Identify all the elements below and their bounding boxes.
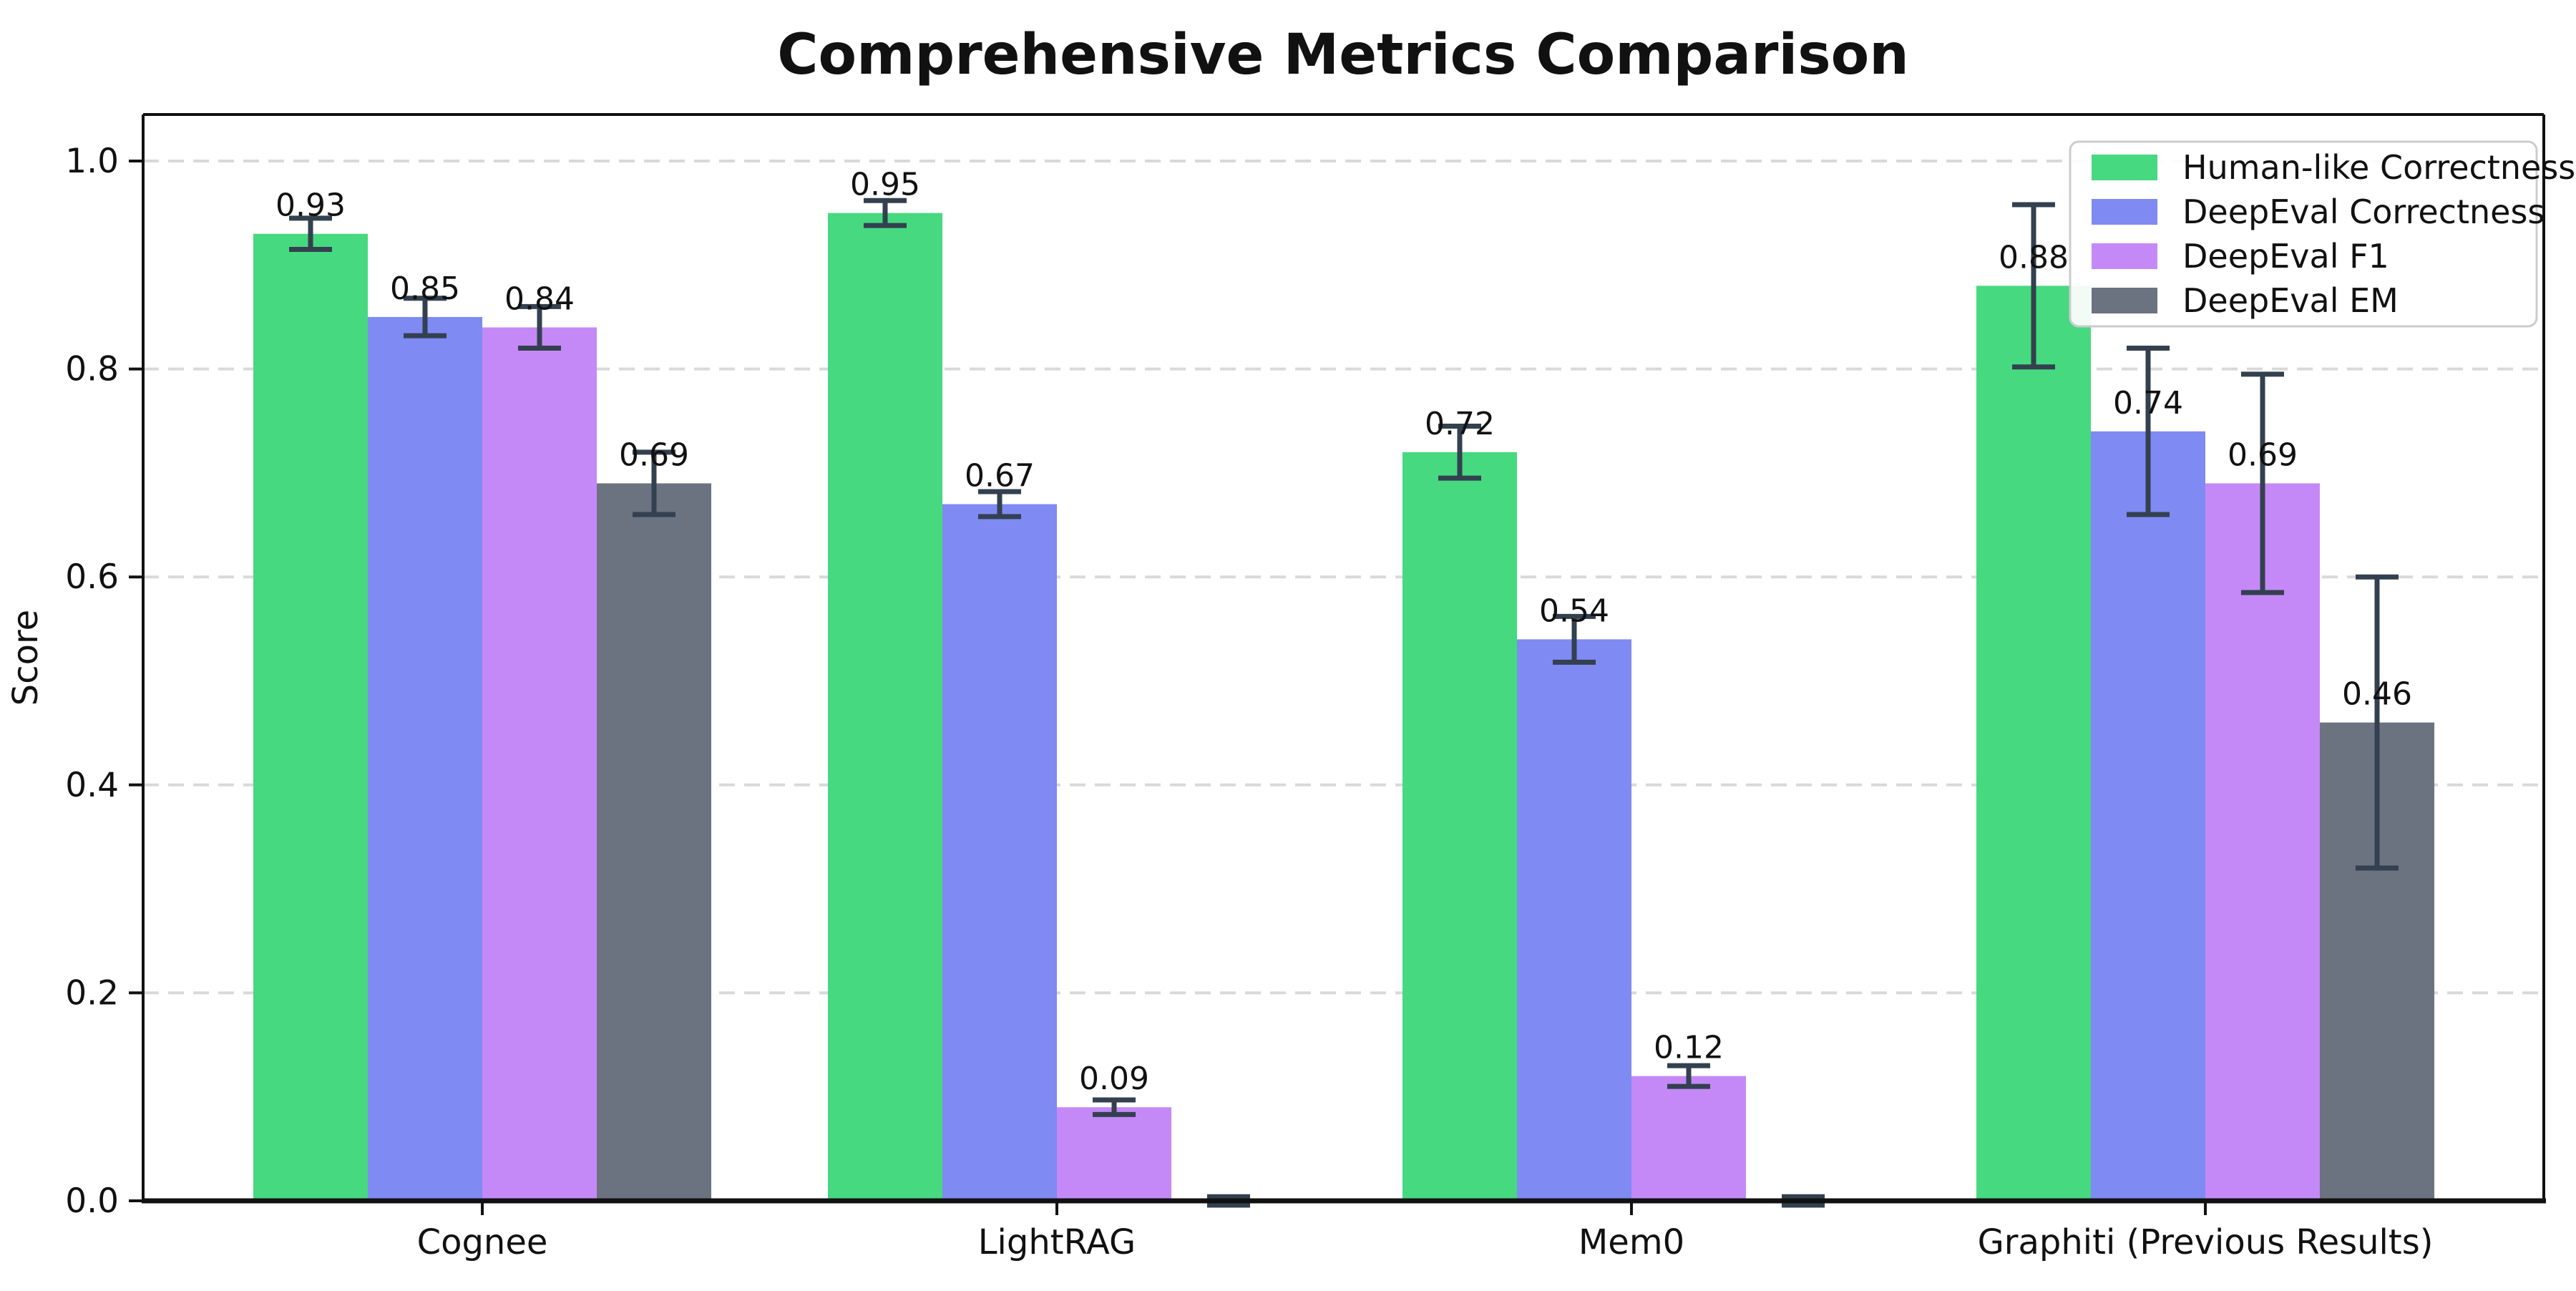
bar-value-label: 0.85 [390, 271, 460, 307]
bar-value-label: 0.88 [1999, 239, 2069, 276]
bar-value-label: 0.74 [2113, 385, 2183, 422]
legend-label: Human-like Correctness [2182, 148, 2575, 187]
legend-box [2069, 140, 2538, 328]
bar-value-label: 0.84 [504, 281, 575, 317]
legend-layer: Human-like Correctness DeepEval Correctne… [2069, 140, 2575, 328]
bar-value-label: 0.69 [2228, 437, 2298, 473]
bar-value-label: 0.93 [275, 187, 346, 224]
legend-label: DeepEval F1 [2182, 237, 2389, 276]
legend-label: DeepEval Correctness [2182, 193, 2545, 231]
bar-graphiti-s1 [2091, 431, 2205, 1201]
bar-cognee-s3 [597, 483, 711, 1201]
bar-value-label: 0.95 [850, 167, 920, 203]
y-tick-label: 0.0 [65, 1182, 119, 1221]
legend-swatch [2092, 199, 2157, 225]
bar-value-label: 0.09 [1079, 1061, 1149, 1097]
y-tick-label: 0.6 [65, 557, 119, 597]
bar-mem0-s2 [1631, 1076, 1746, 1201]
bar-cognee-s2 [482, 327, 597, 1202]
legend-swatch [2092, 288, 2157, 313]
y-tick-label: 0.4 [65, 766, 119, 805]
x-tick-label: Cognee [417, 1222, 548, 1262]
bar-value-label: 0.69 [619, 437, 689, 473]
bar-mem0-s0 [1402, 452, 1517, 1201]
y-tick-label: 1.0 [65, 142, 119, 181]
bar-lightrag-s2 [1057, 1107, 1171, 1201]
bar-graphiti-s2 [2205, 483, 2320, 1201]
bar-lightrag-s1 [942, 504, 1057, 1201]
chart-title: Comprehensive Metrics Comparison [777, 23, 1908, 87]
bar-cognee-s1 [368, 316, 482, 1202]
bar-value-label: 0.72 [1425, 406, 1495, 442]
legend-swatch [2092, 243, 2157, 269]
bar-value-label: 0.67 [965, 457, 1035, 494]
axes-layer: 0.0 0.2 0.4 0.6 0.8 1.0 Cognee LightRAG Mem0 Grap… [65, 113, 2546, 1262]
legend-label: DeepEval EM [2182, 281, 2399, 320]
error-bars-layer: 0.93 0.95 0.72 0.88 0.85 0.67 0.54 0.74 0.84 0.09… [275, 167, 2412, 1208]
bar-cognee-s0 [253, 233, 368, 1202]
x-tick-label: LightRAG [978, 1222, 1136, 1262]
bar-value-label: 0.54 [1539, 593, 1609, 629]
y-axis-label: Score [6, 610, 46, 706]
x-tick-label: Graphiti (Previous Results) [1978, 1222, 2434, 1262]
legend-swatch [2092, 155, 2157, 180]
bar-mem0-s1 [1517, 639, 1631, 1201]
bar-value-label: 0.46 [2342, 676, 2412, 713]
bar-graphiti-s0 [1976, 286, 2091, 1201]
bars-layer [253, 213, 2434, 1202]
y-tick-label: 0.8 [65, 350, 119, 389]
x-tick-label: Mem0 [1579, 1222, 1684, 1262]
y-tick-label: 0.2 [65, 973, 119, 1013]
bar-lightrag-s0 [828, 213, 942, 1201]
bar-value-label: 0.12 [1654, 1030, 1724, 1066]
